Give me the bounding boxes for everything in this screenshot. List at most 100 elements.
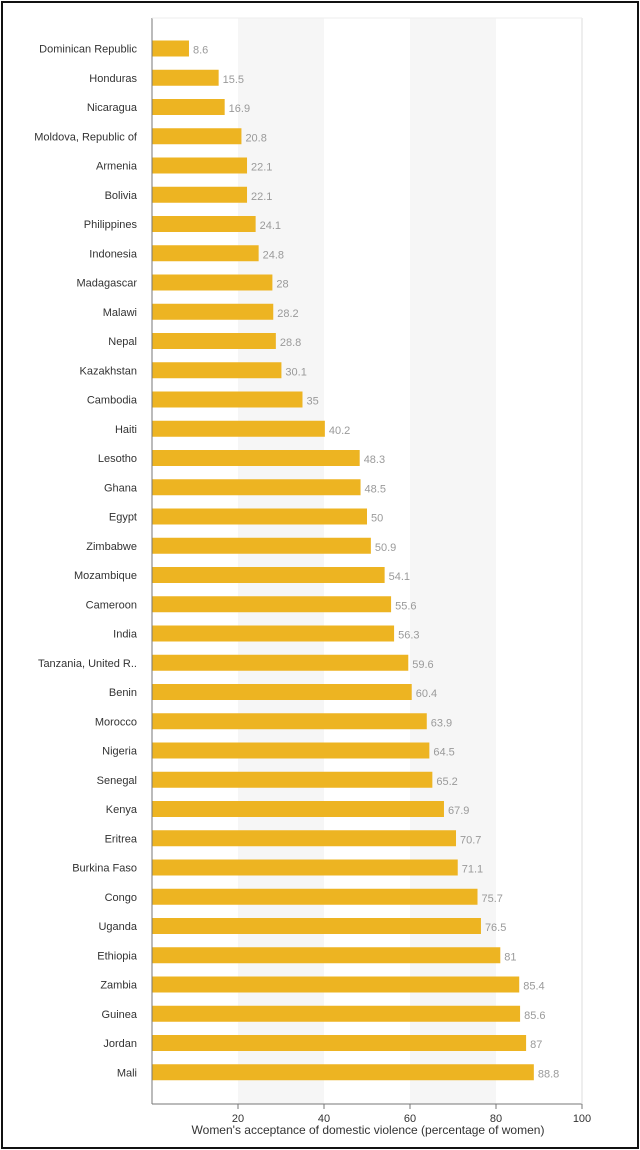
category-label: Malawi (103, 307, 137, 319)
value-label: 88.8 (538, 1068, 559, 1080)
category-label: Lesotho (98, 453, 137, 465)
value-label: 40.2 (329, 425, 350, 437)
category-label: Morocco (95, 716, 137, 728)
category-label: Congo (105, 892, 137, 904)
bar (152, 1005, 521, 1022)
value-label: 65.2 (436, 776, 457, 788)
value-label: 15.5 (223, 74, 244, 86)
category-label: Egypt (109, 512, 137, 524)
bar (152, 742, 430, 759)
value-label: 63.9 (431, 717, 452, 729)
bar (152, 1035, 527, 1051)
value-label: 87 (530, 1039, 542, 1051)
category-label: Ethiopia (97, 950, 138, 962)
bar (152, 684, 412, 700)
bar (152, 771, 433, 788)
value-label: 55.6 (395, 600, 416, 612)
bar (152, 186, 248, 203)
category-label: Honduras (89, 73, 137, 85)
value-label: 54.1 (389, 571, 410, 583)
bar (152, 830, 457, 847)
value-label: 50 (371, 513, 383, 525)
bar (152, 69, 219, 86)
bar (152, 947, 501, 964)
category-label: Philippines (84, 219, 138, 231)
category-label: Kenya (106, 804, 138, 816)
value-label: 71.1 (462, 864, 483, 876)
bar (152, 713, 427, 730)
bar (152, 888, 478, 905)
category-label: Nigeria (102, 746, 138, 758)
value-label: 35 (307, 396, 319, 408)
x-tick-label: 60 (404, 1113, 416, 1125)
category-label: Kazakhstan (80, 365, 137, 377)
value-label: 28.8 (280, 337, 301, 349)
category-label: Mali (117, 1067, 137, 1079)
category-label: Indonesia (89, 248, 138, 260)
bar (152, 508, 367, 525)
bar (152, 596, 392, 613)
bar (152, 654, 409, 671)
bar (152, 128, 242, 145)
bar (152, 450, 360, 466)
category-label: Cambodia (87, 395, 138, 407)
x-tick-label: 80 (490, 1113, 502, 1125)
bar (152, 976, 520, 993)
bar (152, 99, 225, 115)
value-label: 85.6 (524, 1010, 545, 1022)
bar (152, 157, 248, 174)
category-label: Madagascar (76, 278, 137, 290)
value-label: 20.8 (245, 132, 266, 144)
bar (152, 274, 273, 291)
category-label: Mozambique (74, 570, 137, 582)
value-label: 48.3 (364, 454, 385, 466)
category-label: Dominican Republic (39, 44, 137, 56)
bar (152, 362, 282, 379)
category-label: Ghana (104, 482, 138, 494)
grid-band (238, 18, 324, 1104)
bar (152, 391, 303, 408)
bar (152, 859, 458, 876)
category-label: Uganda (98, 921, 137, 933)
category-label: Senegal (97, 775, 137, 787)
category-label: Armenia (96, 161, 138, 173)
bar (152, 420, 325, 437)
bar (152, 1064, 534, 1081)
grid-band (410, 18, 496, 1104)
category-label: India (113, 629, 138, 641)
bar (152, 216, 256, 232)
category-label: Moldova, Republic of (34, 131, 138, 143)
bar (152, 918, 481, 934)
value-label: 24.8 (263, 249, 284, 261)
category-label: Nepal (108, 336, 137, 348)
value-label: 85.4 (523, 981, 544, 993)
value-label: 28.2 (277, 308, 298, 320)
x-axis-title: Women's acceptance of domestic violence … (192, 1123, 545, 1137)
value-label: 64.5 (433, 747, 454, 759)
category-label: Jordan (103, 1038, 137, 1050)
category-label: Eritrea (105, 833, 138, 845)
value-label: 50.9 (375, 542, 396, 554)
x-tick-label: 40 (318, 1113, 330, 1125)
value-label: 48.5 (365, 483, 386, 495)
value-label: 70.7 (460, 834, 481, 846)
bar (152, 625, 395, 642)
bar (152, 245, 259, 262)
value-label: 60.4 (416, 688, 437, 700)
category-label: Bolivia (105, 190, 138, 202)
value-label: 67.9 (448, 805, 469, 817)
category-label: Haiti (115, 424, 137, 436)
value-label: 59.6 (412, 659, 433, 671)
bar (152, 303, 274, 320)
category-label: Benin (109, 687, 137, 699)
value-label: 22.1 (251, 191, 272, 203)
category-label: Zimbabwe (86, 541, 137, 553)
value-label: 81 (504, 951, 516, 963)
x-tick-label: 20 (232, 1113, 244, 1125)
value-label: 56.3 (398, 630, 419, 642)
category-label: Guinea (102, 1009, 138, 1021)
category-label: Burkina Faso (72, 863, 137, 875)
category-label: Tanzania, United R.. (38, 658, 137, 670)
value-label: 28 (276, 279, 288, 291)
